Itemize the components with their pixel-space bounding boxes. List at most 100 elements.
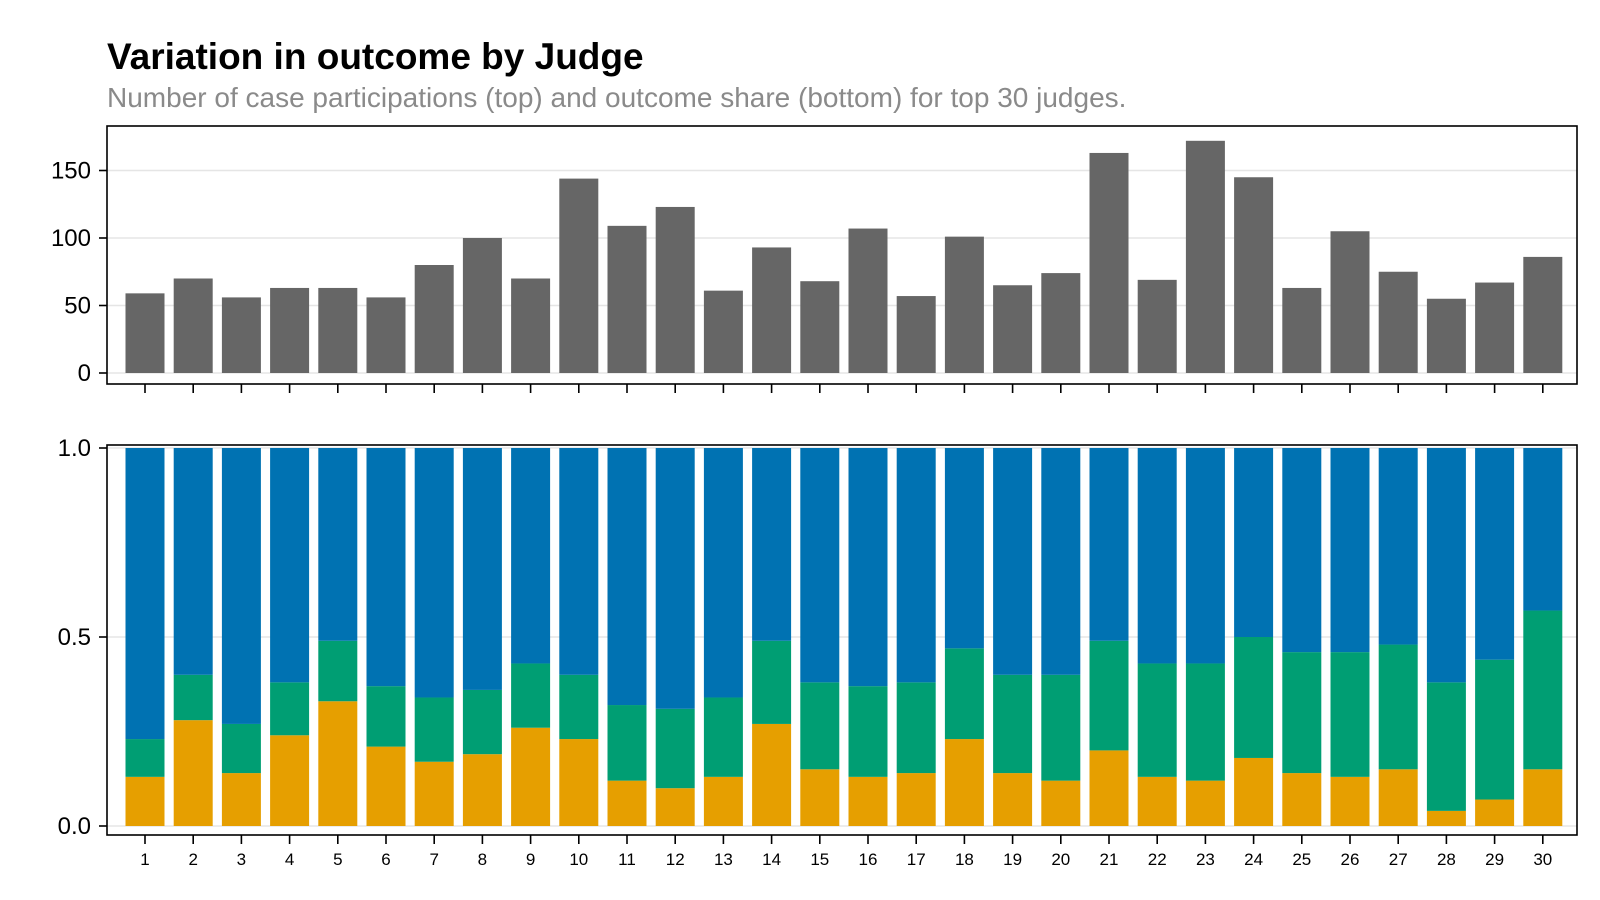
count-bar-judge-29 — [1475, 282, 1515, 373]
share-xtick-label: 7 — [429, 850, 438, 869]
share-xtick-label: 18 — [955, 850, 974, 869]
count-bar-judge-7 — [414, 265, 454, 373]
share-segment-top-judge-5 — [318, 448, 358, 641]
share-segment-top-judge-2 — [173, 448, 213, 675]
share-segment-top-judge-10 — [559, 448, 599, 675]
share-segment-bottom-judge-26 — [1330, 776, 1370, 826]
share-xtick-label: 9 — [526, 850, 535, 869]
share-segment-bottom-judge-17 — [896, 773, 936, 826]
share-segment-bottom-judge-16 — [848, 776, 888, 826]
share-segment-bottom-judge-22 — [1137, 776, 1177, 826]
share-xtick-label: 5 — [333, 850, 342, 869]
count-bar-judge-28 — [1426, 298, 1466, 373]
share-segment-bottom-judge-1 — [125, 776, 165, 826]
share-xtick-label: 25 — [1292, 850, 1311, 869]
share-segment-top-judge-1 — [125, 448, 165, 740]
share-xtick-label: 21 — [1100, 850, 1119, 869]
share-segment-bottom-judge-11 — [607, 780, 647, 826]
share-segment-top-judge-7 — [414, 448, 454, 698]
share-segment-top-judge-3 — [221, 448, 261, 724]
share-segment-top-judge-6 — [366, 448, 406, 687]
count-bar-judge-4 — [270, 287, 310, 373]
count-bar-judge-19 — [993, 285, 1033, 373]
share-segment-middle-judge-29 — [1475, 659, 1515, 800]
share-segment-bottom-judge-7 — [414, 761, 454, 826]
share-segment-middle-judge-30 — [1523, 610, 1563, 770]
share-segment-top-judge-16 — [848, 448, 888, 687]
share-panel: 0.00.51.01 2 3 4 5 6 7 8 9 10 11 12 13 14 15 16 17 18 19 20… — [58, 435, 1578, 869]
share-ytick-label: 0.0 — [58, 813, 91, 840]
share-segment-top-judge-24 — [1234, 448, 1274, 637]
share-segment-bottom-judge-5 — [318, 701, 358, 826]
count-bar-judge-11 — [607, 225, 647, 373]
share-xtick-label: 24 — [1244, 850, 1263, 869]
share-segment-bottom-judge-12 — [655, 788, 695, 826]
share-segment-bottom-judge-21 — [1089, 750, 1129, 826]
count-bar-judge-27 — [1378, 271, 1418, 373]
count-bar-judge-2 — [173, 278, 213, 373]
count-bar-judge-20 — [1041, 273, 1081, 373]
share-segment-top-judge-11 — [607, 448, 647, 706]
count-panel-frame — [106, 125, 1578, 385]
share-xtick-label: 30 — [1533, 850, 1552, 869]
share-segment-bottom-judge-23 — [1185, 780, 1225, 826]
chart-title: Variation in outcome by Judge — [107, 36, 644, 77]
share-segment-bottom-judge-10 — [559, 739, 599, 826]
share-xtick-label: 15 — [810, 850, 829, 869]
count-bar-judge-17 — [896, 296, 936, 373]
share-segment-top-judge-20 — [1041, 448, 1081, 675]
share-segment-middle-judge-7 — [414, 697, 454, 762]
share-segment-bottom-judge-3 — [221, 773, 261, 826]
share-segment-top-judge-4 — [270, 448, 310, 683]
share-segment-top-judge-17 — [896, 448, 936, 683]
count-bar-judge-8 — [462, 238, 502, 373]
share-segment-top-judge-8 — [462, 448, 502, 690]
share-segment-middle-judge-25 — [1282, 652, 1322, 774]
share-segment-middle-judge-28 — [1426, 682, 1466, 811]
share-xtick-label: 17 — [907, 850, 926, 869]
share-ytick-label: 1.0 — [58, 435, 91, 462]
share-segment-bottom-judge-8 — [462, 754, 502, 826]
share-segment-top-judge-13 — [703, 448, 743, 698]
share-segment-top-judge-30 — [1523, 448, 1563, 611]
count-ytick-label: 150 — [51, 158, 91, 185]
share-xtick-label: 14 — [762, 850, 781, 869]
share-segment-bottom-judge-9 — [511, 727, 551, 826]
count-bar-judge-21 — [1089, 152, 1129, 373]
share-segment-middle-judge-11 — [607, 705, 647, 781]
share-segment-middle-judge-9 — [511, 663, 551, 728]
share-segment-bottom-judge-24 — [1234, 757, 1274, 826]
share-ytick-label: 0.5 — [58, 624, 91, 651]
share-xtick-label: 3 — [237, 850, 246, 869]
share-segment-middle-judge-4 — [270, 682, 310, 736]
share-segment-top-judge-12 — [655, 448, 695, 709]
count-bar-judge-25 — [1282, 287, 1322, 373]
share-segment-bottom-judge-25 — [1282, 773, 1322, 826]
count-bar-judge-15 — [800, 281, 840, 373]
share-segment-bottom-judge-14 — [752, 723, 792, 826]
share-segment-middle-judge-2 — [173, 674, 213, 721]
count-bar-judge-16 — [848, 228, 888, 373]
share-xtick-label: 22 — [1148, 850, 1167, 869]
count-bar-judge-14 — [752, 247, 792, 373]
share-segment-middle-judge-26 — [1330, 652, 1370, 777]
share-segment-middle-judge-15 — [800, 682, 840, 770]
share-panel-frame — [106, 444, 1578, 836]
share-segment-middle-judge-1 — [125, 739, 165, 777]
share-segment-middle-judge-8 — [462, 689, 502, 755]
count-panel: 0 50 100 150 — [51, 125, 1578, 393]
share-xtick-label: 20 — [1051, 850, 1070, 869]
share-xtick-label: 28 — [1437, 850, 1456, 869]
share-xtick-label: 16 — [859, 850, 878, 869]
share-segment-top-judge-21 — [1089, 448, 1129, 641]
share-segment-bottom-judge-18 — [944, 739, 984, 826]
share-segment-bottom-judge-13 — [703, 776, 743, 826]
share-segment-middle-judge-21 — [1089, 640, 1129, 751]
share-segment-top-judge-18 — [944, 448, 984, 649]
count-bar-judge-6 — [366, 297, 406, 373]
count-ytick-label: 100 — [51, 225, 91, 252]
share-segment-middle-judge-18 — [944, 648, 984, 740]
share-segment-top-judge-29 — [1475, 448, 1515, 660]
count-bar-judge-5 — [318, 287, 358, 373]
